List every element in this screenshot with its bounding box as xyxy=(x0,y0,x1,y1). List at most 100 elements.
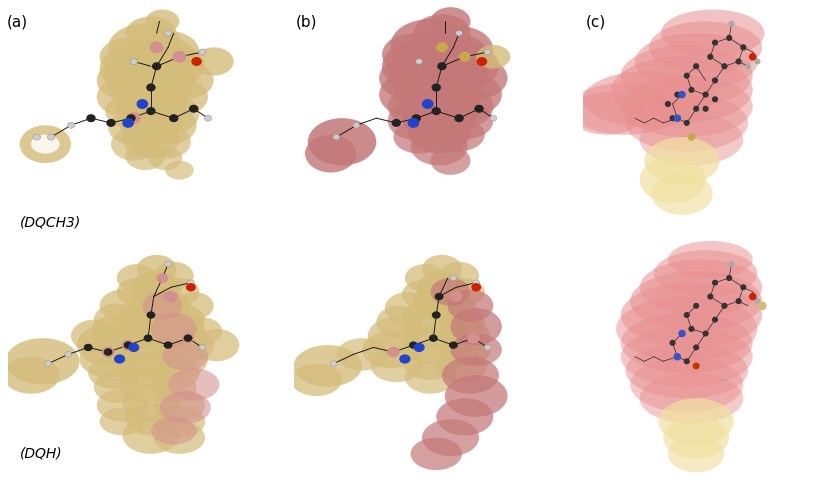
Ellipse shape xyxy=(649,21,762,73)
Ellipse shape xyxy=(569,83,682,134)
Circle shape xyxy=(694,64,699,68)
Ellipse shape xyxy=(151,417,197,444)
Circle shape xyxy=(123,119,133,127)
Ellipse shape xyxy=(20,125,71,163)
Circle shape xyxy=(689,87,694,92)
Circle shape xyxy=(67,122,74,128)
Ellipse shape xyxy=(194,47,234,76)
Ellipse shape xyxy=(439,73,502,116)
Ellipse shape xyxy=(382,33,445,76)
Circle shape xyxy=(694,345,699,350)
Ellipse shape xyxy=(91,315,142,348)
Ellipse shape xyxy=(79,340,136,377)
Circle shape xyxy=(746,64,750,68)
Circle shape xyxy=(467,334,479,343)
Circle shape xyxy=(433,84,440,91)
Ellipse shape xyxy=(439,334,490,366)
Ellipse shape xyxy=(437,350,488,382)
Circle shape xyxy=(103,348,114,357)
Ellipse shape xyxy=(154,47,205,85)
Text: (a): (a) xyxy=(7,14,28,29)
Ellipse shape xyxy=(399,31,490,87)
Circle shape xyxy=(679,92,685,98)
Ellipse shape xyxy=(639,259,762,315)
Ellipse shape xyxy=(414,14,471,52)
Ellipse shape xyxy=(108,24,182,71)
Ellipse shape xyxy=(639,156,705,203)
Circle shape xyxy=(450,342,457,348)
Circle shape xyxy=(722,304,727,308)
Ellipse shape xyxy=(402,299,459,336)
Ellipse shape xyxy=(97,389,148,421)
Circle shape xyxy=(184,335,192,341)
Ellipse shape xyxy=(168,368,219,401)
Ellipse shape xyxy=(451,334,502,366)
Circle shape xyxy=(729,21,734,26)
Circle shape xyxy=(451,292,462,301)
Ellipse shape xyxy=(621,313,753,373)
Ellipse shape xyxy=(165,161,194,180)
Circle shape xyxy=(713,97,717,102)
Ellipse shape xyxy=(431,147,471,175)
Ellipse shape xyxy=(439,320,490,352)
Ellipse shape xyxy=(422,255,462,282)
Ellipse shape xyxy=(182,317,222,345)
Circle shape xyxy=(430,335,437,341)
Ellipse shape xyxy=(120,366,171,403)
Circle shape xyxy=(675,92,680,97)
Ellipse shape xyxy=(117,299,174,336)
Ellipse shape xyxy=(94,304,140,336)
Ellipse shape xyxy=(99,290,146,322)
Text: (c): (c) xyxy=(586,14,605,29)
Circle shape xyxy=(703,92,708,97)
Ellipse shape xyxy=(442,45,499,88)
Circle shape xyxy=(165,30,172,36)
Circle shape xyxy=(456,30,462,36)
Circle shape xyxy=(147,312,155,318)
Ellipse shape xyxy=(368,317,419,354)
Ellipse shape xyxy=(120,102,182,144)
Circle shape xyxy=(170,115,178,121)
Ellipse shape xyxy=(405,362,457,394)
Circle shape xyxy=(183,334,194,342)
Circle shape xyxy=(670,116,675,120)
Ellipse shape xyxy=(146,10,179,33)
Ellipse shape xyxy=(111,128,156,161)
Circle shape xyxy=(157,274,168,282)
Ellipse shape xyxy=(308,118,376,165)
Ellipse shape xyxy=(399,80,479,128)
Ellipse shape xyxy=(439,262,479,290)
Circle shape xyxy=(204,115,212,121)
Circle shape xyxy=(755,59,760,64)
Text: (DQH): (DQH) xyxy=(20,447,62,461)
Circle shape xyxy=(137,100,147,108)
Ellipse shape xyxy=(156,340,208,377)
Circle shape xyxy=(713,40,717,45)
Circle shape xyxy=(708,294,713,299)
Ellipse shape xyxy=(442,357,499,394)
Circle shape xyxy=(437,43,447,52)
Circle shape xyxy=(414,344,424,351)
Ellipse shape xyxy=(390,19,471,71)
Ellipse shape xyxy=(160,278,199,306)
Ellipse shape xyxy=(125,403,177,435)
Circle shape xyxy=(713,317,717,322)
Ellipse shape xyxy=(117,278,156,306)
Circle shape xyxy=(409,342,417,348)
Ellipse shape xyxy=(621,45,753,107)
Ellipse shape xyxy=(99,45,168,92)
Circle shape xyxy=(88,115,95,121)
Circle shape xyxy=(127,113,140,123)
Ellipse shape xyxy=(154,421,205,454)
Circle shape xyxy=(107,120,115,126)
Circle shape xyxy=(713,281,717,285)
Circle shape xyxy=(173,52,186,62)
Ellipse shape xyxy=(71,320,117,352)
Ellipse shape xyxy=(125,17,177,50)
Ellipse shape xyxy=(422,419,479,456)
Circle shape xyxy=(147,84,155,91)
Circle shape xyxy=(65,351,72,357)
Ellipse shape xyxy=(117,310,174,348)
Circle shape xyxy=(388,348,399,357)
Circle shape xyxy=(703,331,708,336)
